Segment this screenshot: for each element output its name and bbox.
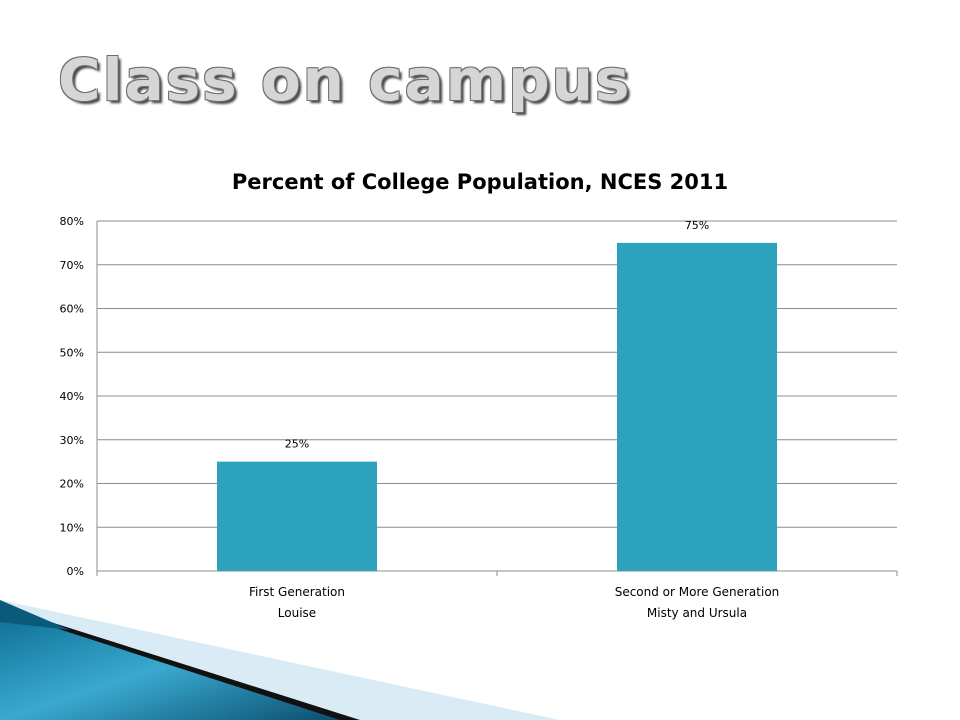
- decorative-swoosh: [0, 600, 560, 720]
- bar: [617, 242, 777, 571]
- bar: [217, 461, 377, 571]
- y-tick-label: 0%: [67, 565, 84, 578]
- y-tick-label: 10%: [60, 521, 84, 534]
- category-label: Louise: [278, 606, 316, 620]
- category-label: Second or More Generation: [615, 585, 780, 599]
- y-tick-label: 60%: [60, 303, 84, 316]
- data-label: 25%: [285, 438, 309, 451]
- slide-title: Class on campus: [58, 46, 632, 114]
- chart-title: Percent of College Population, NCES 2011: [231, 170, 729, 194]
- y-tick-label: 20%: [60, 478, 84, 491]
- category-label: First Generation: [249, 585, 345, 599]
- y-tick-label: 30%: [60, 434, 84, 447]
- data-label: 75%: [685, 219, 709, 232]
- category-label: Misty and Ursula: [647, 606, 747, 620]
- y-tick-label: 40%: [60, 390, 84, 403]
- bar-chart: 0% 10% 20% 30% 40% 50% 60% 70% 80% 25% First Gener…: [60, 215, 898, 620]
- y-tick-label: 80%: [60, 215, 84, 228]
- y-tick-label: 50%: [60, 346, 84, 359]
- y-tick-label: 70%: [60, 259, 84, 272]
